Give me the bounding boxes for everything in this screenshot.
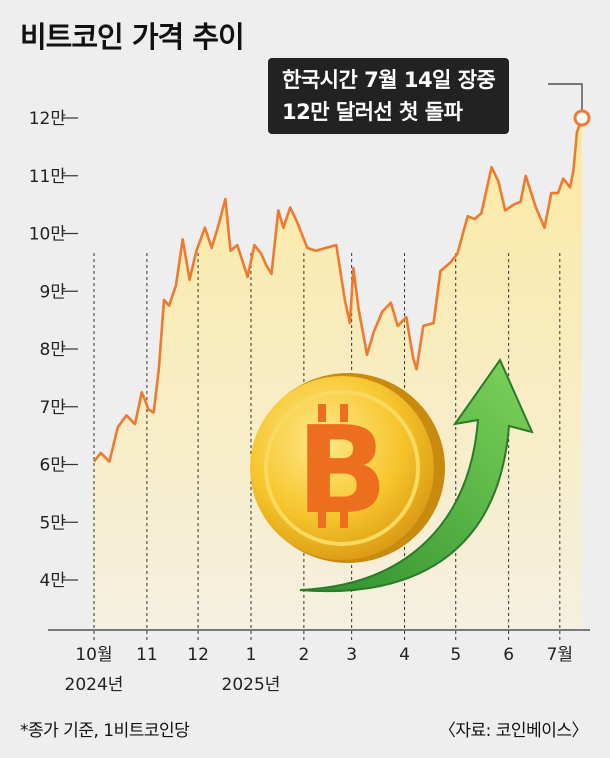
price-line (92, 117, 584, 463)
chart-title: 비트코인 가격 추이 (20, 20, 245, 54)
up-arrow-icon (299, 357, 534, 592)
endpoint-marker (573, 109, 591, 127)
y-tick-label: 9만 (40, 282, 67, 302)
annotation-box: 한국시간 7월 14일 장중 12만 달러선 첫 돌파 (268, 58, 510, 134)
y-tick-label: 8만 (40, 340, 67, 360)
x-tick-label: 2 (298, 645, 309, 665)
y-tick-label: 12만 (29, 109, 67, 129)
y-tick-label: 6만 (40, 456, 67, 476)
x-tick-label: 11 (136, 645, 158, 665)
annotation-line1: 한국시간 7월 14일 장중 (282, 68, 496, 92)
source-note: 〈자료: 코인베이스〉 (438, 721, 589, 741)
annotation-leader (548, 83, 583, 110)
x-tick-label: 10월 (75, 645, 112, 665)
x-tick-label: 5 (450, 645, 461, 665)
x-year-label: 2024년 (65, 675, 124, 695)
x-tick-label: 3 (346, 645, 357, 665)
y-tick-label: 10만 (29, 225, 67, 245)
y-tick-label: 7만 (40, 398, 67, 418)
x-tick-label: 12 (187, 645, 209, 665)
annotation-line2: 12만 달러선 첫 돌파 (282, 100, 463, 124)
x-tick-label: 6 (503, 645, 514, 665)
x-tick-label: 4 (399, 645, 410, 665)
y-tick-label: 5만 (40, 513, 67, 533)
y-tick-label: 4만 (40, 571, 67, 591)
y-tick-label: 11만 (29, 167, 67, 187)
x-year-label: 2025년 (222, 675, 281, 695)
x-tick-label: 7월 (547, 645, 573, 665)
x-tick-label: 1 (246, 645, 257, 665)
footnote: *종가 기준, 1비트코인당 (20, 721, 190, 741)
bitcoin-coin-icon: B (250, 373, 445, 563)
